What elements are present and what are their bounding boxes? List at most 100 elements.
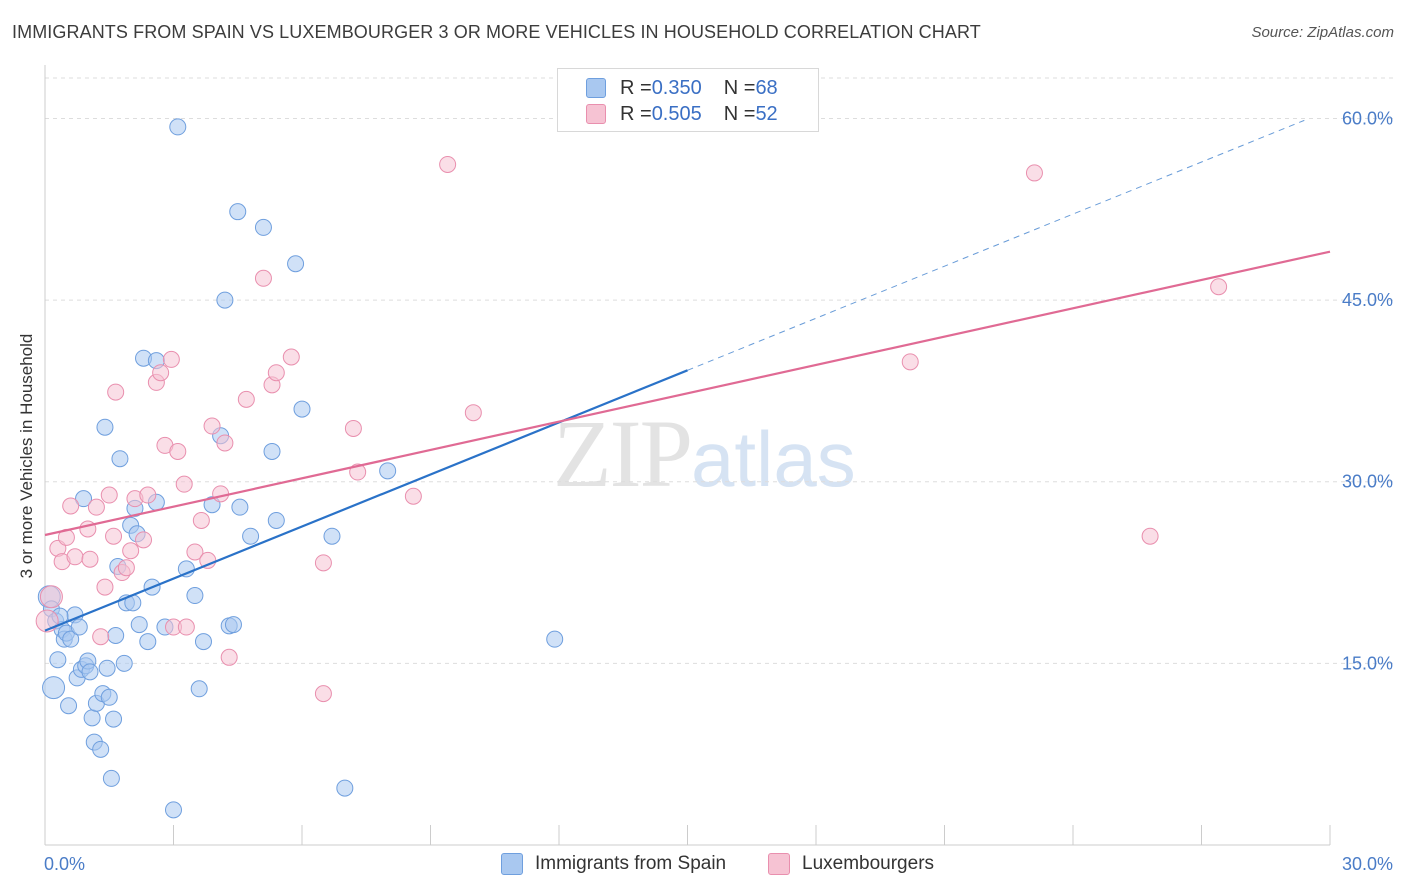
source-label: Source: ZipAtlas.com <box>1251 24 1394 41</box>
legend-r-value: 0.350 <box>651 76 702 99</box>
data-point-luxembourgers <box>39 585 63 609</box>
trendline-spain <box>44 369 688 632</box>
correlation-legend: R = 0.350 N = 68 R = 0.505 N = 52 <box>557 68 819 132</box>
data-point-spain <box>102 769 120 787</box>
data-point-spain <box>263 442 281 460</box>
series-immigrants-from-spain <box>37 118 564 819</box>
data-point-spain <box>379 462 397 480</box>
data-point-luxembourgers <box>1025 164 1043 182</box>
data-point-luxembourgers <box>404 487 422 505</box>
data-point-luxembourgers <box>135 531 153 549</box>
data-point-spain <box>92 740 110 758</box>
data-point-luxembourgers <box>439 155 457 173</box>
data-point-spain <box>107 627 125 645</box>
legend-n-label: N = <box>723 76 756 99</box>
data-point-spain <box>229 203 247 221</box>
legend-row-luxembourgers: R = 0.505 N = 52 <box>586 102 778 126</box>
x-tick-label: 0.0% <box>44 854 85 874</box>
data-point-luxembourgers <box>62 497 80 515</box>
data-point-spain <box>49 651 67 669</box>
data-point-spain <box>98 659 116 677</box>
trendline-spain-extension <box>687 119 1305 371</box>
data-point-spain <box>216 291 234 309</box>
data-point-spain <box>323 527 341 545</box>
data-point-luxembourgers <box>216 434 234 452</box>
data-point-luxembourgers <box>162 350 180 368</box>
data-point-luxembourgers <box>177 618 195 636</box>
trend-lines <box>44 119 1331 632</box>
chart-title: IMMIGRANTS FROM SPAIN VS LUXEMBOURGER 3 … <box>12 22 981 42</box>
legend-r-value: 0.505 <box>651 102 702 125</box>
bottom-legend-label-spain: Immigrants from Spain <box>535 853 727 874</box>
bottom-legend-swatch-luxembourgers <box>768 853 790 875</box>
legend-n-label: N = <box>723 102 756 125</box>
data-point-spain <box>111 450 129 468</box>
data-point-spain <box>130 616 148 634</box>
data-point-spain <box>194 633 212 651</box>
data-point-spain <box>100 688 118 706</box>
y-axis-label: 3 or more Vehicles in Household <box>17 333 36 579</box>
data-point-luxembourgers <box>314 554 332 572</box>
data-point-luxembourgers <box>81 550 99 568</box>
data-point-spain <box>60 697 78 715</box>
legend-swatch-luxembourgers <box>586 104 606 124</box>
data-point-spain <box>231 498 249 516</box>
data-point-luxembourgers <box>267 364 285 382</box>
data-point-luxembourgers <box>96 578 114 596</box>
series-luxembourgers <box>35 155 1228 703</box>
data-point-spain <box>336 779 354 797</box>
data-point-luxembourgers <box>192 511 210 529</box>
data-point-spain <box>267 511 285 529</box>
data-point-spain <box>546 630 564 648</box>
data-point-spain <box>254 218 272 236</box>
data-point-luxembourgers <box>152 364 170 382</box>
data-point-luxembourgers <box>1210 278 1228 296</box>
data-point-spain <box>75 490 93 508</box>
bottom-legend-luxembourgers: Luxembourgers <box>768 852 934 876</box>
data-point-luxembourgers <box>105 527 123 545</box>
bottom-legend-swatch-spain <box>501 853 523 875</box>
data-point-luxembourgers <box>314 685 332 703</box>
data-point-luxembourgers <box>212 485 230 503</box>
y-tick-label: 30.0% <box>1342 472 1393 492</box>
data-point-luxembourgers <box>254 269 272 287</box>
trendline-luxembourgers <box>44 250 1331 537</box>
data-point-luxembourgers <box>139 486 157 504</box>
data-point-spain <box>96 418 114 436</box>
data-point-luxembourgers <box>464 404 482 422</box>
data-point-spain <box>293 400 311 418</box>
data-point-spain <box>165 801 182 819</box>
data-point-spain <box>42 676 66 700</box>
data-point-luxembourgers <box>186 543 204 561</box>
watermark: ZIPatlas <box>553 398 856 509</box>
y-tick-label: 60.0% <box>1342 108 1393 128</box>
data-point-luxembourgers <box>344 419 362 437</box>
legend-n-value: 68 <box>755 76 778 99</box>
data-point-luxembourgers <box>203 417 221 435</box>
data-point-spain <box>81 663 99 681</box>
tick-labels: 15.0% 30.0% 45.0% 60.0% 0.0% 30.0% <box>44 108 1393 874</box>
legend-r-label: R = <box>620 102 652 125</box>
data-point-luxembourgers <box>282 348 300 366</box>
data-point-luxembourgers <box>901 353 919 371</box>
data-point-luxembourgers <box>220 648 238 666</box>
data-point-luxembourgers <box>169 442 187 460</box>
data-point-luxembourgers <box>1141 527 1159 545</box>
data-point-spain <box>70 618 88 636</box>
data-point-spain <box>62 630 80 648</box>
data-point-spain <box>105 710 123 728</box>
data-point-spain <box>224 616 242 634</box>
data-point-spain <box>169 118 187 136</box>
data-point-spain <box>190 680 208 698</box>
legend-row-spain: R = 0.350 N = 68 <box>586 76 778 100</box>
data-point-spain <box>83 709 101 727</box>
watermark-atlas: atlas <box>691 415 856 503</box>
data-point-luxembourgers <box>107 383 125 401</box>
data-point-spain <box>287 255 305 273</box>
bottom-legend-spain: Immigrants from Spain <box>501 852 726 876</box>
data-point-spain <box>186 587 204 605</box>
data-point-spain <box>242 527 260 545</box>
y-tick-label: 45.0% <box>1342 290 1393 310</box>
data-point-luxembourgers <box>117 559 135 577</box>
